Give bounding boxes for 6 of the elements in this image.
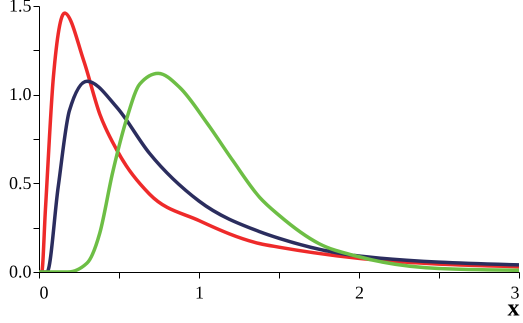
x-tick-label: 2 xyxy=(355,282,364,302)
x-tick-label: 1 xyxy=(195,282,204,302)
x-tick-label: 0 xyxy=(40,282,48,302)
y-tick-label: 1.0 xyxy=(9,84,32,104)
y-tick-label: 0.5 xyxy=(9,172,32,193)
y-tick-label: 0.0 xyxy=(9,262,32,282)
